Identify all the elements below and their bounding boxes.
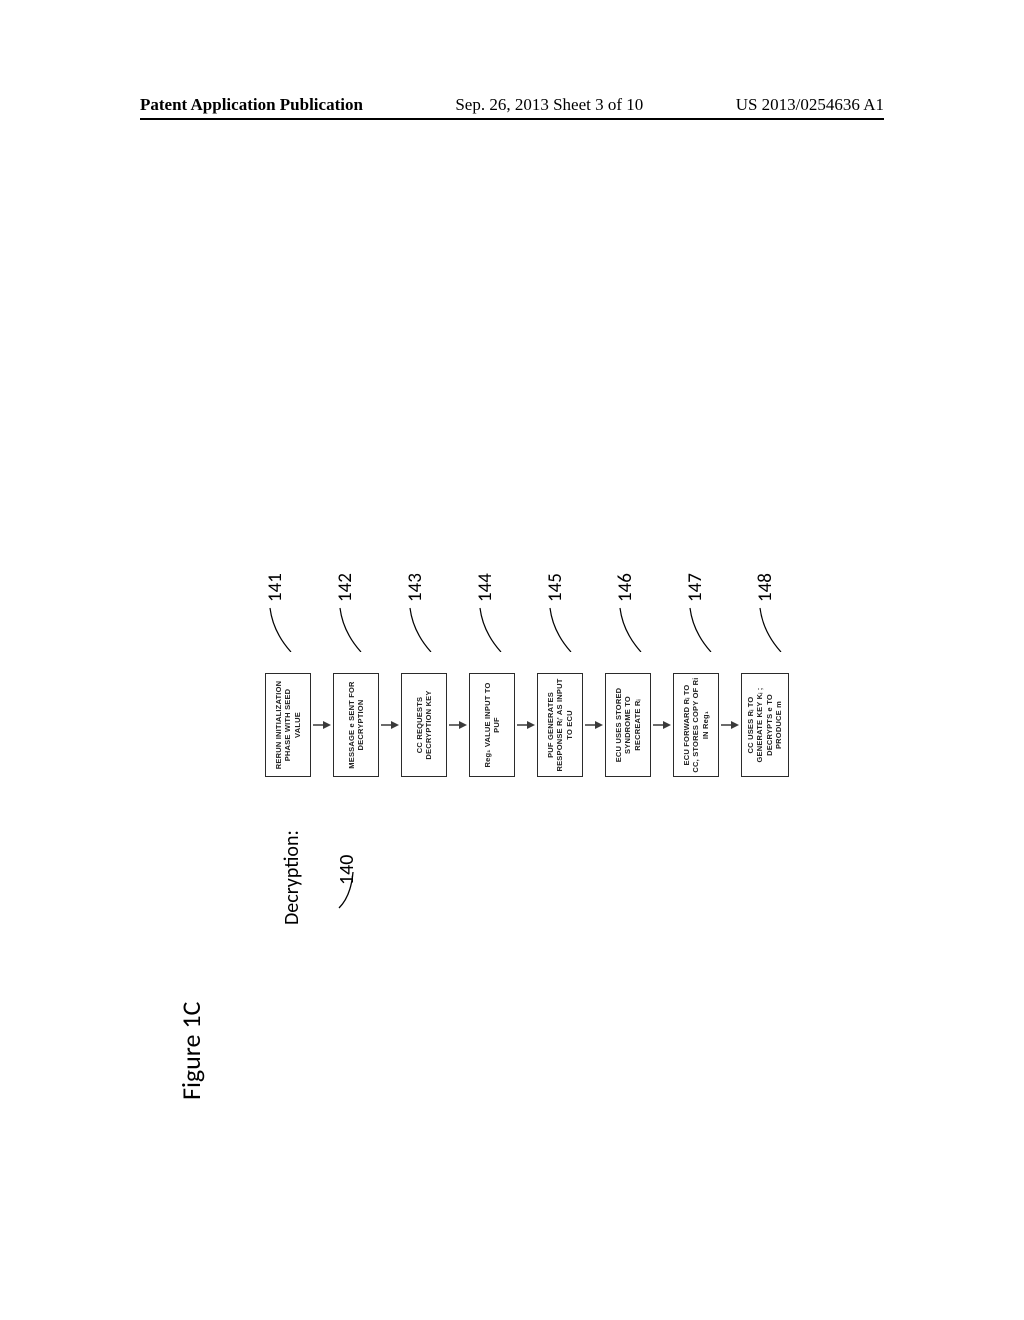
callout-number: 147	[684, 573, 707, 602]
leader-line-icon	[757, 606, 783, 652]
flow-box: CC USES Rᵢ TO GENERATE KEY Kᵢ ; DECRYPTS…	[741, 673, 789, 777]
page: Patent Application Publication Sep. 26, …	[0, 0, 1024, 1320]
callout-number: 142	[334, 573, 357, 602]
header-rule	[140, 118, 884, 120]
flow-box: Reg₁ VALUE INPUT TO PUF	[469, 673, 515, 777]
leader-line-icon	[477, 606, 503, 652]
arrow-down-icon	[313, 718, 331, 732]
leader-line-icon	[547, 606, 573, 652]
leader-line-icon	[407, 606, 433, 652]
callout: 146	[617, 573, 643, 652]
arrow-down-icon	[653, 718, 671, 732]
callout-number: 146	[614, 573, 637, 602]
flow-box: ECU FORWARD Rᵢ TO CC, STORES COPY OF Ri …	[673, 673, 719, 777]
header-left: Patent Application Publication	[140, 95, 363, 115]
flowchart: RERUN INITIALIZATION PHASE WITH SEED VAL…	[265, 670, 789, 780]
page-header: Patent Application Publication Sep. 26, …	[140, 95, 884, 115]
header-center: Sep. 26, 2013 Sheet 3 of 10	[455, 95, 643, 115]
flow-box: PUF GENERATES RESPONSE Rᵢ' AS INPUT TO E…	[537, 673, 583, 777]
figure-title: Figure 1C	[175, 1002, 207, 1100]
flow-box: ECU USES STORED SYNDROME TO RECREATE Rᵢ	[605, 673, 651, 777]
callout: 144	[477, 573, 503, 652]
leader-line-icon	[687, 606, 713, 652]
leader-line-icon	[337, 606, 363, 652]
callout: 141	[267, 573, 293, 652]
callout: 145	[547, 573, 573, 652]
section-label: Decryption:	[280, 830, 304, 925]
callout-number: 141	[264, 573, 287, 602]
arrow-down-icon	[381, 718, 399, 732]
arrow-down-icon	[585, 718, 603, 732]
callout-number: 143	[404, 573, 427, 602]
header-right: US 2013/0254636 A1	[736, 95, 884, 115]
leader-line-icon	[337, 870, 355, 910]
flow-box: CC REQUESTS DECRYPTION KEY	[401, 673, 447, 777]
leader-line-icon	[267, 606, 293, 652]
callout-number: 145	[544, 573, 567, 602]
callout: 147	[687, 573, 713, 652]
callout-number: 144	[474, 573, 497, 602]
arrow-down-icon	[449, 718, 467, 732]
callout: 143	[407, 573, 433, 652]
callout: 148	[757, 573, 783, 652]
callout: 142	[337, 573, 363, 652]
leader-line-icon	[617, 606, 643, 652]
flow-box: MESSAGE e SENT FOR DECRYPTION	[333, 673, 379, 777]
section-ref-container: 140	[335, 815, 365, 885]
arrow-down-icon	[721, 718, 739, 732]
figure-rotated-container: Figure 1C Decryption: 140 RERUN INITIALI…	[150, 210, 770, 1110]
flow-box: RERUN INITIALIZATION PHASE WITH SEED VAL…	[265, 673, 311, 777]
callout-number: 148	[754, 573, 777, 602]
arrow-down-icon	[517, 718, 535, 732]
